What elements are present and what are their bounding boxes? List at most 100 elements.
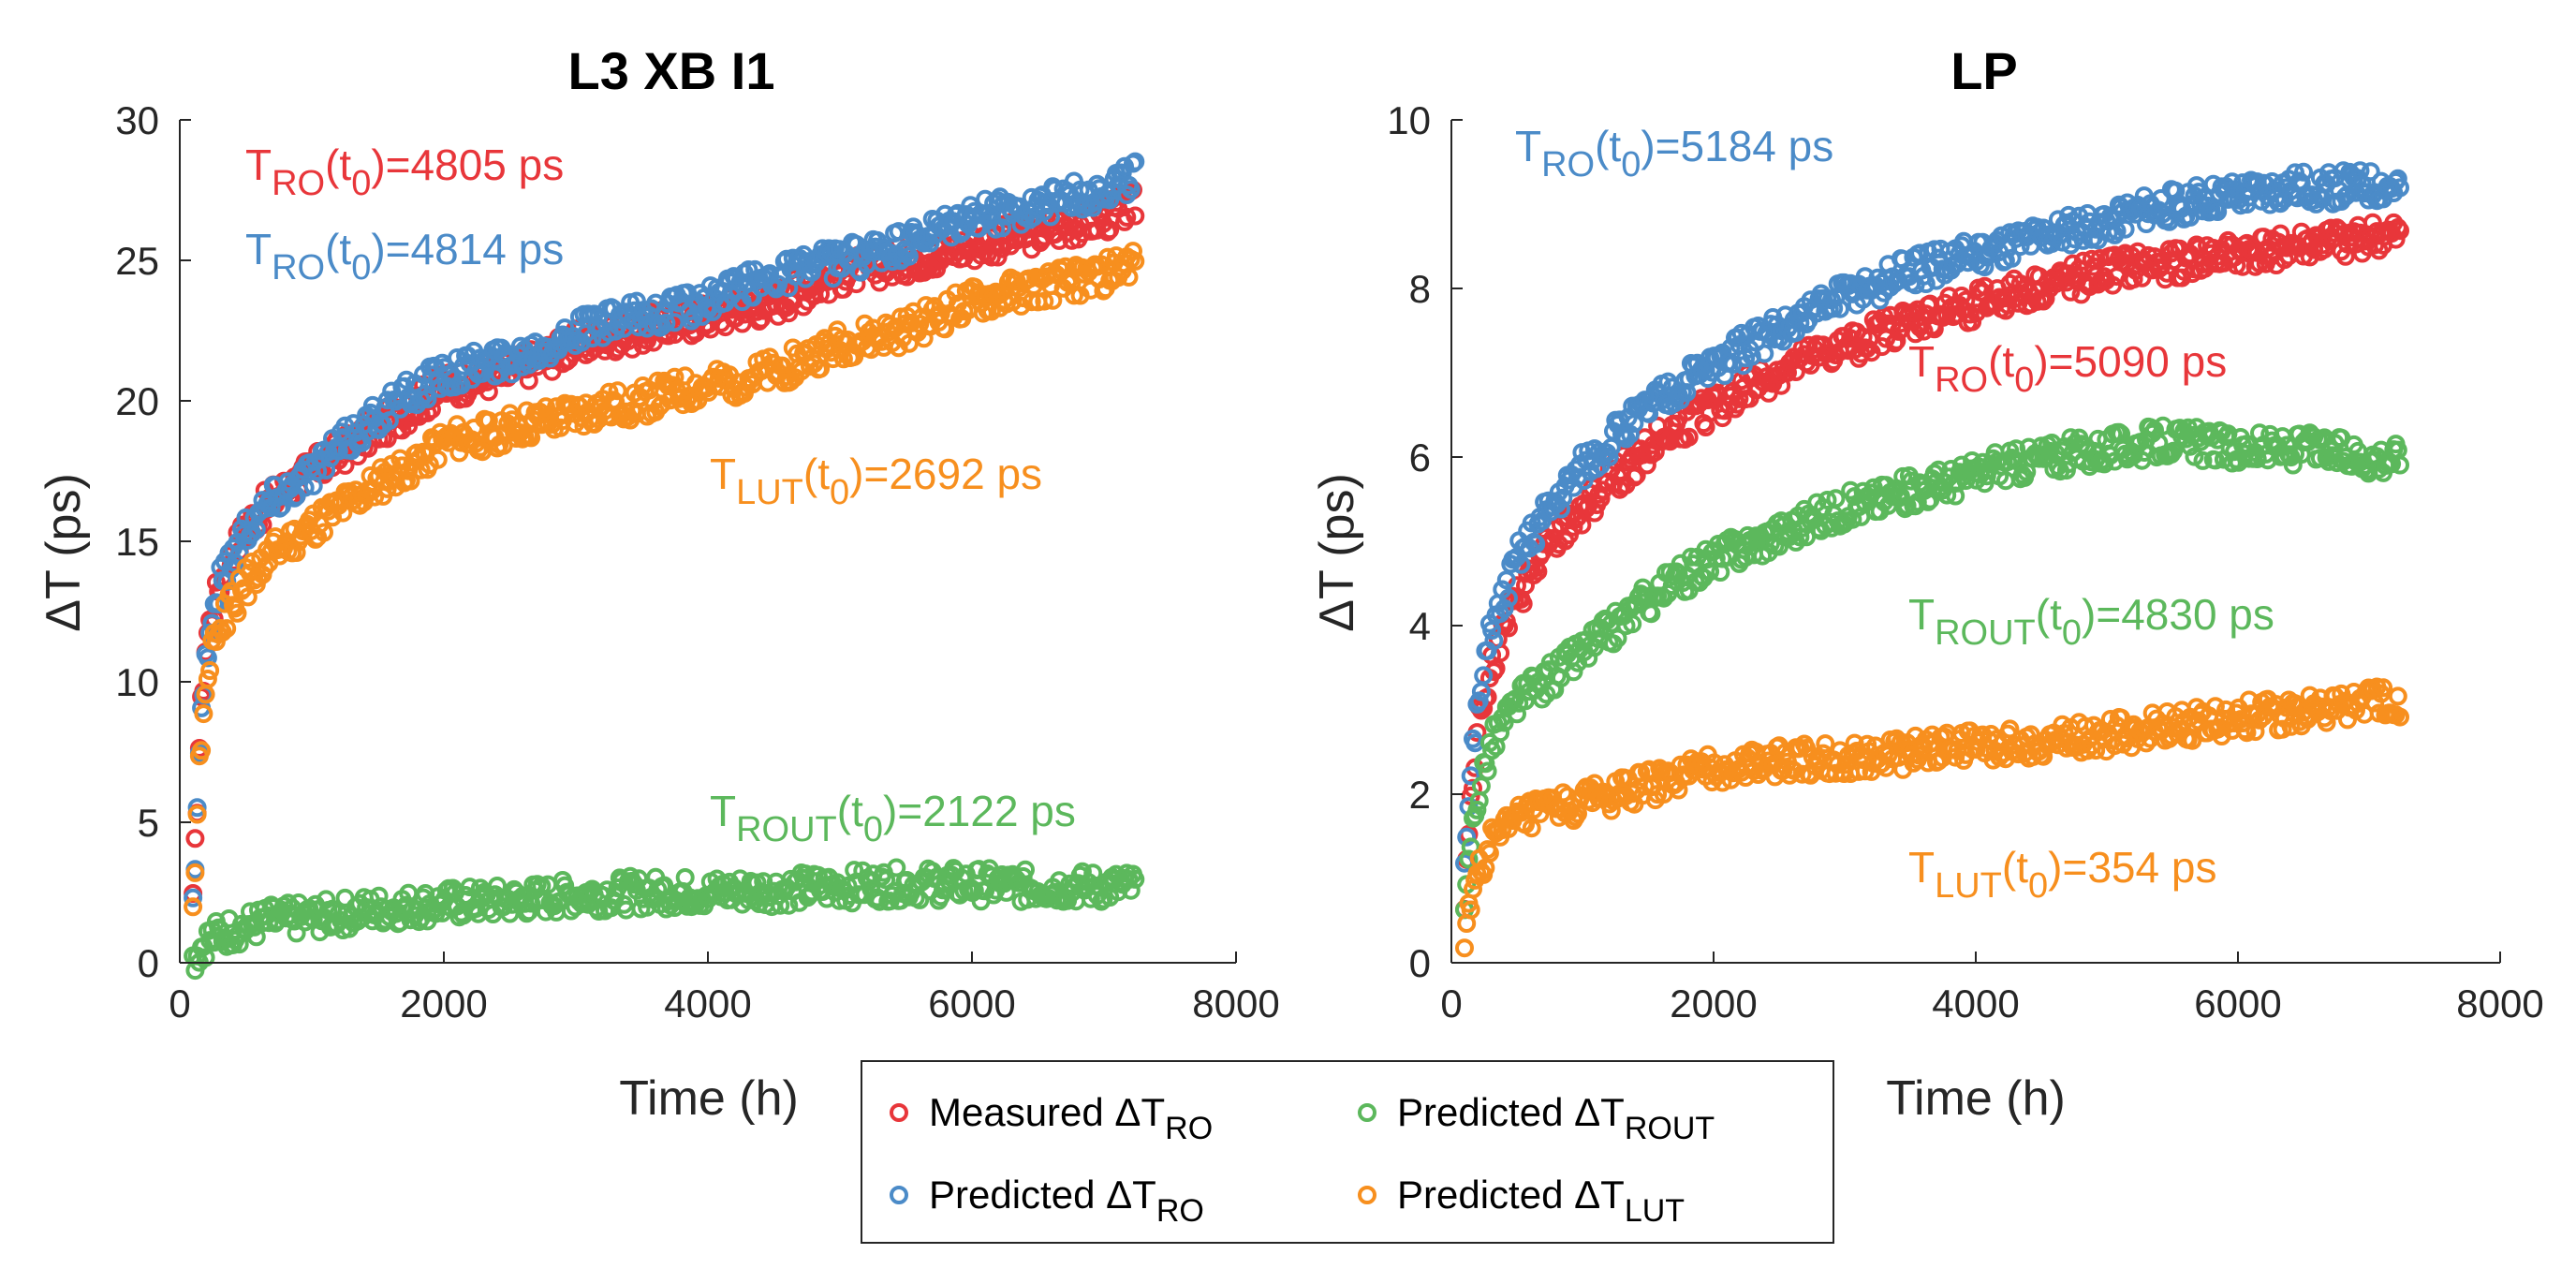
scatter-point — [198, 670, 217, 688]
scatter-point — [1126, 152, 1145, 171]
annotations: TRO(t0)=4805 ps TRO(t0)=4814 ps TLUT(t0)=2… — [245, 140, 1076, 849]
series-0 — [1455, 213, 2409, 919]
scatter-point — [1755, 344, 1774, 363]
x-tick-label: 0 — [169, 981, 190, 1026]
scatter-point — [1478, 761, 1497, 781]
legend-marker — [890, 1103, 908, 1122]
scatter-point — [1564, 662, 1583, 682]
panel-title: L3 XB I1 — [568, 41, 775, 100]
annotation-label: TLUT(t0)=354 ps — [1908, 843, 2216, 906]
scatter-point — [1591, 489, 1611, 509]
scatter-point — [185, 863, 205, 882]
scatter-point — [1831, 299, 1849, 318]
scatter-point — [1889, 321, 1908, 341]
scatter-point — [500, 904, 520, 923]
annotations: TRO(t0)=5184 ps TRO(t0)=5090 ps TROUT(t0)=… — [1515, 122, 2274, 906]
scatter-point — [2103, 275, 2123, 295]
annotation-label: TROUT(t0)=4830 ps — [1908, 590, 2274, 653]
scatter-point — [2388, 169, 2407, 188]
x-axis-label: Time (h) — [1886, 1071, 2066, 1126]
scatter-point — [2124, 270, 2143, 288]
scatter-point — [1126, 251, 1145, 271]
scatter-point — [1522, 819, 1541, 838]
scatter-point — [1459, 849, 1479, 869]
scatter-point — [899, 246, 919, 266]
annotation-label: TLUT(t0)=2692 ps — [710, 450, 1042, 512]
scatter-point — [196, 948, 215, 967]
scatter-point — [1975, 276, 1995, 296]
scatter-point — [187, 804, 207, 824]
scatter-point — [739, 891, 758, 910]
series-2 — [184, 858, 1145, 981]
scatter-point — [2391, 455, 2409, 475]
scatter-point — [1126, 206, 1145, 226]
y-tick-label: 25 — [115, 239, 159, 283]
legend-marker — [1358, 1103, 1376, 1122]
scatter-point — [730, 273, 750, 292]
x-tick-label: 8000 — [1192, 981, 1279, 1026]
x-tick-label: 2000 — [400, 981, 487, 1026]
scatter-point — [1553, 488, 1573, 508]
scatter-point — [2294, 162, 2313, 182]
scatter-point — [675, 868, 695, 887]
y-tick-label: 5 — [138, 801, 159, 845]
scatter-point — [1121, 180, 1141, 199]
scatter-point — [287, 543, 306, 562]
scatter-point — [1627, 465, 1646, 485]
scatter-point — [572, 332, 592, 352]
scatter-point — [1654, 588, 1673, 608]
scatter-point — [1679, 427, 1699, 447]
scatter-point — [665, 313, 684, 332]
scatter-point — [371, 458, 390, 478]
scatter-point — [1496, 570, 1516, 590]
scatter-point — [519, 902, 538, 922]
scatter-point — [732, 314, 752, 333]
scatter-point — [773, 356, 792, 376]
scatter-point — [315, 523, 333, 542]
legend-label: Measured ΔTRO — [929, 1090, 1213, 1146]
scatter-point — [1516, 691, 1535, 711]
scatter-point — [1043, 290, 1063, 310]
scatter-point — [1050, 871, 1069, 891]
scatter-point — [2205, 450, 2225, 470]
scatter-point — [198, 648, 217, 668]
y-tick-label: 0 — [138, 941, 159, 985]
scatter-point — [2233, 257, 2252, 276]
scatter-point — [217, 619, 237, 639]
scatter-point — [1640, 760, 1659, 779]
scatter-point — [418, 390, 437, 408]
scatter-marks — [1455, 161, 2409, 958]
annotation-label: TRO(t0)=5184 ps — [1515, 122, 1833, 184]
scatter-point — [2273, 719, 2292, 739]
scatter-point — [1621, 424, 1640, 444]
panel-title: LP — [1950, 41, 2018, 100]
scatter-point — [1035, 291, 1054, 311]
scatter-point — [428, 450, 448, 469]
y-tick-label: 10 — [1387, 98, 1431, 142]
scatter-point — [272, 496, 291, 516]
scatter-point — [1897, 495, 1917, 515]
scatter-point — [1117, 207, 1137, 227]
scatter-point — [1016, 860, 1035, 879]
scatter-point — [1484, 631, 1504, 651]
scatter-point — [246, 520, 266, 539]
scatter-point — [488, 877, 507, 895]
y-tick-label: 8 — [1409, 267, 1431, 311]
scatter-point — [1126, 869, 1145, 889]
scatter-point — [295, 478, 315, 497]
scatter-point — [1100, 190, 1120, 210]
series-3 — [1455, 677, 2409, 958]
legend-marker — [1358, 1186, 1376, 1204]
x-tick-label: 8000 — [2456, 981, 2543, 1026]
scatter-point — [802, 882, 822, 902]
scatter-point — [1790, 527, 1810, 547]
scatter-point — [2193, 450, 2213, 470]
scatter-point — [369, 886, 389, 906]
legend-label: Predicted ΔTRO — [929, 1173, 1204, 1229]
scatter-point — [1797, 527, 1817, 547]
y-tick-label: 15 — [115, 520, 159, 564]
scatter-point — [2002, 248, 2022, 268]
scatter-point — [1902, 471, 1921, 491]
scatter-point — [1499, 618, 1518, 638]
scatter-point — [2391, 178, 2409, 198]
